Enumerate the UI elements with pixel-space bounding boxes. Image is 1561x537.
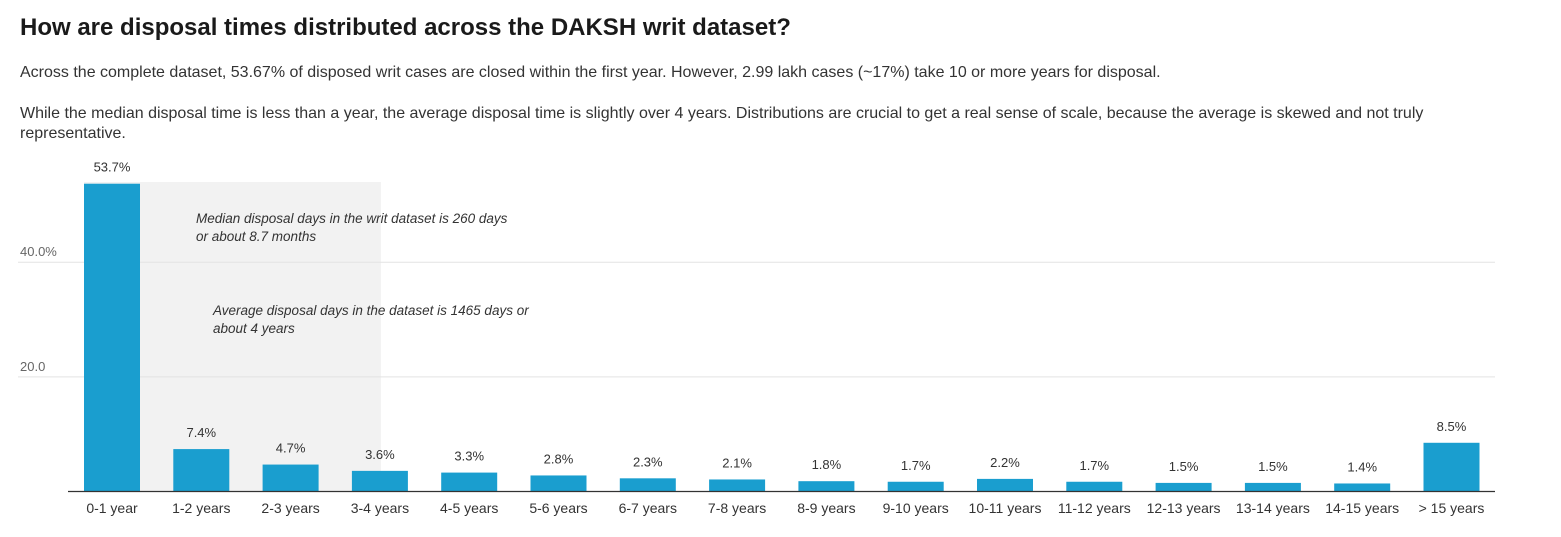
x-tick-label: 3-4 years — [351, 500, 409, 516]
x-tick-label: > 15 years — [1419, 500, 1485, 516]
data-label: 1.7% — [1079, 458, 1109, 473]
bar — [84, 183, 140, 492]
x-tick-label: 9-10 years — [883, 500, 949, 516]
x-tick-label: 12-13 years — [1147, 500, 1221, 516]
data-label: 53.7% — [94, 160, 131, 175]
data-label: 1.5% — [1169, 459, 1199, 474]
data-label: 7.4% — [186, 425, 216, 440]
x-tick-label: 1-2 years — [172, 500, 230, 516]
data-label: 2.8% — [544, 451, 574, 466]
x-tick-label: 8-9 years — [797, 500, 855, 516]
x-tick-label: 11-12 years — [1058, 500, 1131, 516]
annotation-text: about 4 years — [213, 321, 295, 336]
chart-description-2: While the median disposal time is less t… — [20, 105, 1424, 142]
bar — [262, 464, 319, 492]
bar — [887, 481, 944, 492]
x-tick-label: 7-8 years — [708, 500, 766, 516]
bar — [1423, 442, 1480, 492]
bar — [709, 479, 766, 492]
bar — [530, 475, 587, 492]
data-label: 2.2% — [990, 455, 1020, 470]
x-tick-label: 10-11 years — [969, 500, 1042, 516]
y-tick-label: 40.0% — [20, 244, 57, 259]
bar — [1244, 482, 1301, 492]
annotation-text: Median disposal days in the writ dataset… — [196, 211, 508, 226]
annotation-text: or about 8.7 months — [196, 229, 316, 244]
chart-description-1: Across the complete dataset, 53.67% of d… — [20, 64, 1161, 81]
bar — [1155, 482, 1212, 492]
data-label: 1.7% — [901, 458, 931, 473]
annotation-text: Average disposal days in the dataset is … — [212, 303, 529, 318]
chart-title: How are disposal times distributed acros… — [20, 14, 791, 41]
x-tick-label: 14-15 years — [1325, 500, 1399, 516]
bar — [619, 478, 676, 492]
bar — [351, 470, 408, 492]
data-label: 2.3% — [633, 454, 663, 469]
x-tick-label: 0-1 year — [86, 500, 138, 516]
x-tick-label: 6-7 years — [619, 500, 677, 516]
data-label: 3.3% — [454, 449, 484, 464]
bar — [1334, 483, 1391, 492]
x-tick-label: 4-5 years — [440, 500, 498, 516]
bar — [1066, 481, 1123, 492]
bar — [173, 449, 230, 492]
bar — [977, 478, 1033, 492]
data-label: 3.6% — [365, 447, 395, 462]
data-label: 1.8% — [812, 457, 842, 472]
x-tick-label: 2-3 years — [261, 500, 319, 516]
data-label: 4.7% — [276, 441, 306, 456]
y-tick-label: 20.0 — [20, 359, 45, 374]
x-tick-label: 13-14 years — [1236, 500, 1310, 516]
data-label: 2.1% — [722, 455, 752, 470]
data-label: 1.4% — [1347, 459, 1377, 474]
bar — [798, 481, 855, 492]
data-label: 8.5% — [1437, 419, 1467, 434]
data-label: 1.5% — [1258, 459, 1288, 474]
x-tick-label: 5-6 years — [529, 500, 587, 516]
bar — [441, 472, 498, 492]
